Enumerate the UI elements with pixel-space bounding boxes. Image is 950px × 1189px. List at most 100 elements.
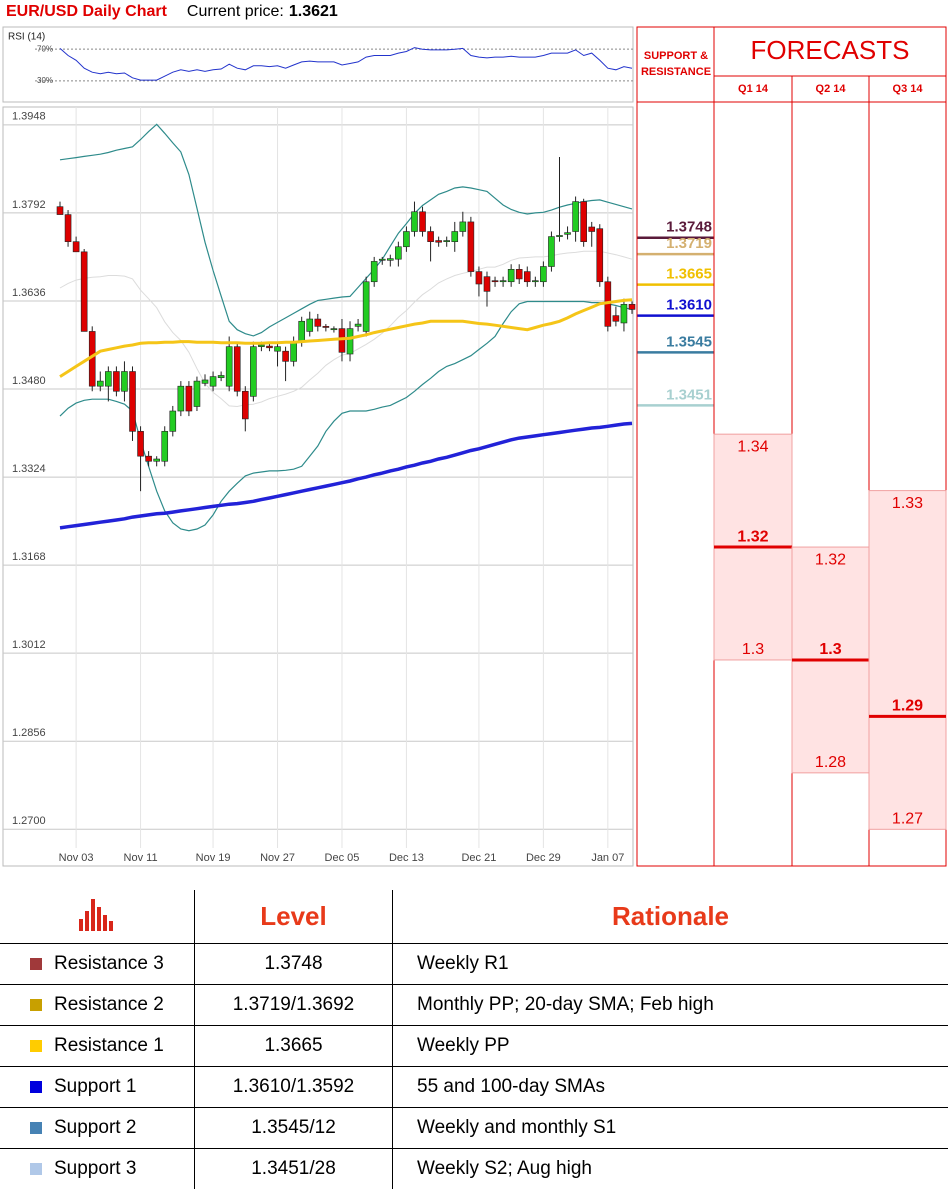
candle-body	[499, 280, 507, 283]
candle-body	[395, 246, 402, 260]
candle-body	[354, 323, 362, 327]
y-tick-label: 1.3324	[12, 463, 46, 475]
rsi-line	[59, 47, 633, 81]
forecast-high-label: 1.32	[815, 551, 846, 568]
table-row: Resistance 3 1.3748 Weekly R1	[0, 943, 948, 985]
row-rationale: Weekly S2; Aug high	[392, 1148, 948, 1189]
candle-body	[387, 258, 394, 261]
candle-body	[80, 251, 88, 332]
legend-swatch	[30, 999, 42, 1011]
candle-body	[451, 231, 459, 242]
candle-body	[105, 371, 112, 387]
candle-body	[137, 431, 144, 457]
candle-body	[201, 379, 209, 384]
forecast-high-label: 1.33	[892, 495, 923, 512]
rsi-panel	[2, 26, 634, 103]
header: EUR/USD Daily Chart Current price: 1.3621	[6, 0, 338, 24]
candle-body	[475, 271, 483, 285]
candle-body	[266, 345, 273, 349]
candle-body	[161, 431, 169, 462]
candle-body	[113, 371, 120, 392]
candle-body	[548, 236, 555, 267]
candle-body	[298, 320, 305, 342]
y-tick-label: 30%	[37, 76, 53, 85]
forecast-value-label: 1.3	[819, 641, 841, 658]
candle-body	[250, 346, 257, 397]
row-name: Resistance 2	[54, 994, 164, 1015]
candle-body	[427, 231, 434, 242]
candle-body	[467, 221, 475, 272]
candle-body	[370, 261, 378, 283]
current-price: 1.3621	[288, 3, 338, 20]
level-label: 1.3610	[666, 297, 712, 314]
table-row: Support 1 1.3610/1.3592 55 and 100-day SMA…	[0, 1066, 948, 1108]
candle-body	[153, 458, 160, 462]
candle-body	[596, 228, 604, 283]
candle-body	[72, 241, 80, 253]
candle-body	[346, 328, 354, 355]
candle-body	[564, 232, 571, 235]
indicator-line	[59, 421, 633, 530]
table-row: Support 3 1.3451/28 Weekly S2; Aug high	[0, 1148, 948, 1189]
candle-body	[628, 304, 636, 310]
row-name-cell: Support 2	[0, 1107, 195, 1149]
y-tick-label: 1.2700	[12, 815, 46, 827]
forecast-low-label: 1.3	[742, 641, 764, 658]
table-row: Support 2 1.3545/12 Weekly and monthly S1	[0, 1107, 948, 1149]
column-header: Level	[194, 890, 393, 944]
legend-swatch	[30, 1163, 42, 1175]
candle-body	[258, 344, 265, 347]
price-label: Current price:	[186, 3, 284, 20]
candle-body	[507, 269, 515, 283]
candle-body	[515, 269, 523, 280]
levels-table: Level Rationale Resistance 3 1.3748 Weekly…	[0, 890, 948, 1189]
forecast-title: FORECASTS	[751, 35, 910, 65]
candle-body	[572, 201, 579, 232]
candle-body	[290, 341, 297, 362]
rsi-title: RSI (14)	[8, 32, 45, 43]
x-tick-label: Nov 03	[59, 852, 94, 864]
candle-body	[209, 376, 217, 387]
column-header: Q3 14	[893, 83, 924, 95]
legend-swatch	[30, 1040, 42, 1052]
legend-swatch	[30, 958, 42, 970]
candle-body	[96, 380, 104, 387]
y-tick-label: 1.3012	[12, 639, 46, 651]
candle-body	[314, 318, 322, 327]
candle-body	[169, 410, 177, 432]
indicator-line	[59, 298, 633, 378]
y-tick-label: 1.2856	[12, 727, 46, 739]
row-level: 1.3451/28	[194, 1148, 393, 1189]
candle-body	[443, 240, 451, 242]
candle-body	[185, 385, 193, 412]
row-rationale: 55 and 100-day SMAs	[392, 1066, 948, 1108]
y-tick-label: 1.3480	[12, 375, 46, 387]
candle-body	[282, 350, 289, 362]
candle-body	[145, 455, 152, 462]
indicator-line	[59, 250, 633, 408]
candle-body	[306, 318, 314, 332]
row-level: 1.3748	[194, 943, 393, 985]
level-label: 1.3748	[666, 219, 712, 236]
chart-title: EUR/USD Daily Chart	[6, 3, 167, 20]
candle-body	[411, 211, 418, 232]
candle-body	[532, 280, 539, 283]
bar-icon	[79, 899, 113, 931]
candle-body	[177, 385, 185, 412]
candle-body	[225, 346, 233, 387]
candle-body	[588, 226, 596, 232]
row-name-cell: Resistance 2	[0, 984, 195, 1026]
forecast-range	[868, 490, 947, 830]
row-rationale: Weekly and monthly S1	[392, 1107, 948, 1149]
candle-body	[129, 371, 136, 432]
row-name-cell: Resistance 3	[0, 943, 195, 985]
level-label: 1.3451	[666, 386, 712, 403]
column-header: Q1 14	[738, 83, 769, 95]
row-name: Resistance 3	[54, 953, 164, 974]
x-tick-label: Dec 29	[526, 852, 561, 864]
x-tick-label: Dec 13	[389, 852, 424, 864]
row-rationale: Weekly R1	[392, 943, 948, 985]
row-name-cell: Resistance 1	[0, 1025, 195, 1067]
candle-body	[403, 231, 410, 248]
